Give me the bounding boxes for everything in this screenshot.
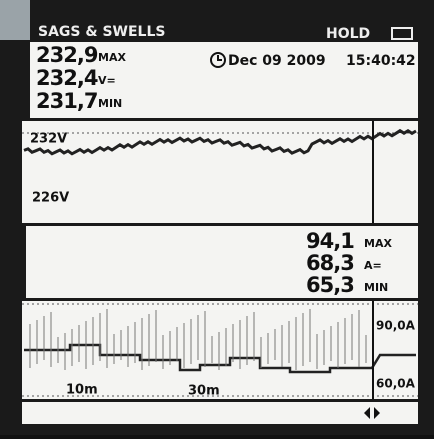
reading-value: 68,3 <box>306 251 354 275</box>
reading-unit: A= <box>364 259 382 272</box>
device-screen: SAGS & SWELLS HOLD 232,9MAX232,4V=231,7M… <box>0 0 434 435</box>
scale-bottom: 226V <box>32 191 69 206</box>
hold-status: HOLD <box>326 26 370 42</box>
scale-top: 232V <box>30 132 67 147</box>
scale-top: 90,0A <box>376 319 416 333</box>
page: SAGS & SWELLS HOLD 232,9MAX232,4V=231,7M… <box>0 0 434 435</box>
time: 15:40:42 <box>346 53 416 69</box>
reading-value: 231,7 <box>36 89 97 113</box>
reading-unit: MIN <box>364 281 388 294</box>
reading-value: 232,4 <box>36 66 98 90</box>
date: Dec 09 2009 <box>228 53 326 69</box>
softkey-bar <box>22 402 418 424</box>
background <box>0 0 30 40</box>
reading-value: 65,3 <box>306 273 354 297</box>
scale-bottom: 60,0A <box>376 377 416 391</box>
time-label: 10m <box>66 383 98 398</box>
reading-unit: MIN <box>98 97 122 110</box>
reading-value: 232,9 <box>36 43 98 67</box>
reading-unit: V= <box>98 74 116 87</box>
reading-unit: MAX <box>364 237 392 250</box>
time-label: 30m <box>188 384 220 399</box>
reading-unit: MAX <box>98 51 126 64</box>
reading-value: 94,1 <box>306 229 354 253</box>
mode-title: SAGS & SWELLS <box>38 24 165 40</box>
current-panel <box>26 226 418 298</box>
